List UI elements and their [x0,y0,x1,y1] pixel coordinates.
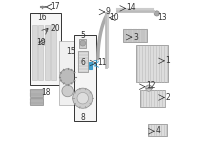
Text: 10: 10 [109,12,119,21]
Text: 8: 8 [81,113,85,122]
Text: 15: 15 [66,47,76,56]
Bar [30,89,43,97]
Circle shape [60,69,76,85]
Bar [74,35,96,121]
Circle shape [146,85,152,91]
Text: 19: 19 [36,38,46,47]
Text: 1: 1 [165,56,170,65]
Bar [32,25,37,80]
Text: 17: 17 [50,2,60,11]
Bar [136,45,168,82]
Text: 13: 13 [157,12,166,21]
Bar [140,90,165,107]
Text: 20: 20 [50,24,60,33]
Circle shape [73,88,93,108]
Bar [89,62,92,69]
Bar [30,13,61,85]
Text: 4: 4 [155,126,160,135]
Circle shape [154,11,159,16]
Bar [51,25,56,80]
Text: 5: 5 [81,31,85,40]
Bar [78,51,88,72]
Text: 3: 3 [133,33,138,42]
Bar [59,41,78,105]
Bar [79,39,86,48]
Text: 9: 9 [105,7,110,16]
Bar [148,124,167,136]
Bar [123,29,147,42]
Bar [45,25,50,80]
Circle shape [80,40,86,46]
Bar [30,98,43,105]
Text: 11: 11 [97,59,106,67]
Circle shape [77,92,89,104]
Text: 7: 7 [93,60,98,69]
Text: 2: 2 [165,93,170,102]
Text: 6: 6 [81,58,85,67]
Text: 16: 16 [37,12,46,21]
Circle shape [62,85,73,97]
Text: 14: 14 [127,3,136,12]
Text: 12: 12 [146,81,155,91]
Text: 18: 18 [41,88,51,97]
Bar [38,25,43,80]
